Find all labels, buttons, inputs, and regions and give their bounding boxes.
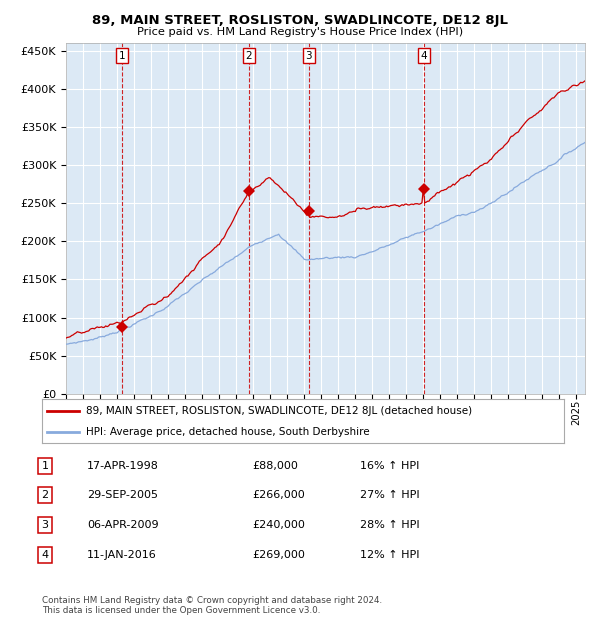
Text: 29-SEP-2005: 29-SEP-2005 [87, 490, 158, 500]
Text: £269,000: £269,000 [252, 550, 305, 560]
Text: Contains HM Land Registry data © Crown copyright and database right 2024.
This d: Contains HM Land Registry data © Crown c… [42, 596, 382, 615]
Text: £266,000: £266,000 [252, 490, 305, 500]
Text: 3: 3 [41, 520, 49, 530]
Text: 4: 4 [421, 51, 427, 61]
Text: 1: 1 [41, 461, 49, 471]
Text: HPI: Average price, detached house, South Derbyshire: HPI: Average price, detached house, Sout… [86, 427, 370, 437]
Text: Price paid vs. HM Land Registry's House Price Index (HPI): Price paid vs. HM Land Registry's House … [137, 27, 463, 37]
Text: 27% ↑ HPI: 27% ↑ HPI [360, 490, 419, 500]
Text: 17-APR-1998: 17-APR-1998 [87, 461, 159, 471]
Text: 4: 4 [41, 550, 49, 560]
Text: 2: 2 [41, 490, 49, 500]
Text: 89, MAIN STREET, ROSLISTON, SWADLINCOTE, DE12 8JL (detached house): 89, MAIN STREET, ROSLISTON, SWADLINCOTE,… [86, 406, 472, 416]
Text: 11-JAN-2016: 11-JAN-2016 [87, 550, 157, 560]
Text: £88,000: £88,000 [252, 461, 298, 471]
Text: 12% ↑ HPI: 12% ↑ HPI [360, 550, 419, 560]
Text: 89, MAIN STREET, ROSLISTON, SWADLINCOTE, DE12 8JL: 89, MAIN STREET, ROSLISTON, SWADLINCOTE,… [92, 14, 508, 27]
Text: 16% ↑ HPI: 16% ↑ HPI [360, 461, 419, 471]
Text: 06-APR-2009: 06-APR-2009 [87, 520, 158, 530]
Text: 28% ↑ HPI: 28% ↑ HPI [360, 520, 419, 530]
Text: 3: 3 [305, 51, 312, 61]
Text: £240,000: £240,000 [252, 520, 305, 530]
Text: 1: 1 [119, 51, 125, 61]
Text: 2: 2 [245, 51, 252, 61]
